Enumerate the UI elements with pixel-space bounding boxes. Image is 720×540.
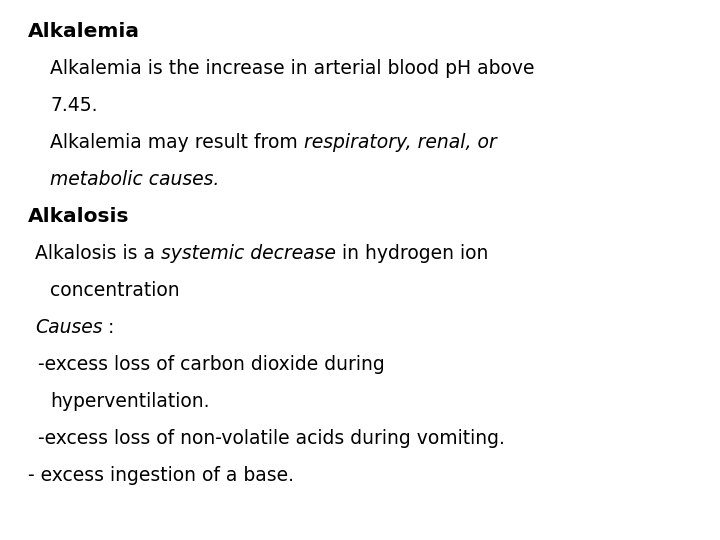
Text: Alkalosis: Alkalosis: [28, 207, 130, 226]
Text: -excess loss of non-volatile acids during vomiting.: -excess loss of non-volatile acids durin…: [38, 429, 505, 448]
Text: -excess loss of carbon dioxide during: -excess loss of carbon dioxide during: [38, 355, 384, 374]
Text: metabolic causes.: metabolic causes.: [50, 170, 220, 189]
Text: concentration: concentration: [50, 281, 179, 300]
Text: Causes: Causes: [35, 318, 102, 337]
Text: Alkalemia is the increase in arterial blood pH above: Alkalemia is the increase in arterial bl…: [50, 59, 534, 78]
Text: :: :: [102, 318, 115, 337]
Text: respiratory, renal, or: respiratory, renal, or: [304, 133, 497, 152]
Text: Alkalemia may result from: Alkalemia may result from: [50, 133, 304, 152]
Text: - excess ingestion of a base.: - excess ingestion of a base.: [28, 466, 294, 485]
Text: in hydrogen ion: in hydrogen ion: [336, 244, 488, 263]
Text: Alkalosis is a: Alkalosis is a: [35, 244, 161, 263]
Text: Alkalemia: Alkalemia: [28, 22, 140, 41]
Text: systemic decrease: systemic decrease: [161, 244, 336, 263]
Text: hyperventilation.: hyperventilation.: [50, 392, 210, 411]
Text: 7.45.: 7.45.: [50, 96, 97, 115]
